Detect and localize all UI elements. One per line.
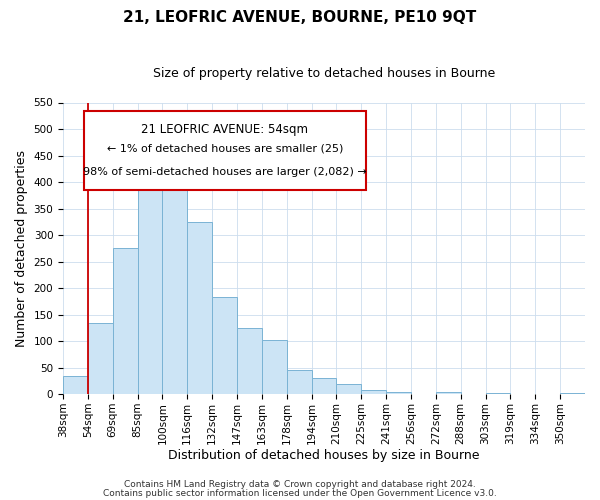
Bar: [88, 322, 113, 394]
Bar: [262, 340, 287, 394]
Title: Size of property relative to detached houses in Bourne: Size of property relative to detached ho…: [153, 68, 495, 80]
Bar: [137, 164, 163, 394]
Text: Contains public sector information licensed under the Open Government Licence v3: Contains public sector information licen…: [103, 489, 497, 498]
Bar: [212, 297, 237, 394]
X-axis label: Distribution of detached houses by size in Bourne: Distribution of detached houses by size …: [168, 450, 480, 462]
Bar: [63, 376, 88, 394]
Text: 21 LEOFRIC AVENUE: 54sqm: 21 LEOFRIC AVENUE: 54sqm: [142, 123, 308, 136]
Bar: [337, 384, 361, 394]
Bar: [287, 370, 311, 394]
Text: ← 1% of detached houses are smaller (25): ← 1% of detached houses are smaller (25): [107, 144, 343, 154]
Bar: [163, 180, 187, 394]
Bar: [113, 248, 137, 394]
Text: Contains HM Land Registry data © Crown copyright and database right 2024.: Contains HM Land Registry data © Crown c…: [124, 480, 476, 489]
Bar: [386, 392, 411, 394]
Bar: [436, 392, 461, 394]
Bar: [560, 392, 585, 394]
Text: 21, LEOFRIC AVENUE, BOURNE, PE10 9QT: 21, LEOFRIC AVENUE, BOURNE, PE10 9QT: [124, 10, 476, 25]
Bar: [187, 222, 212, 394]
Bar: [237, 328, 262, 394]
Y-axis label: Number of detached properties: Number of detached properties: [15, 150, 28, 347]
Bar: [361, 390, 386, 394]
Text: 98% of semi-detached houses are larger (2,082) →: 98% of semi-detached houses are larger (…: [83, 166, 367, 176]
Bar: [485, 392, 511, 394]
FancyBboxPatch shape: [84, 112, 366, 190]
Bar: [311, 378, 337, 394]
